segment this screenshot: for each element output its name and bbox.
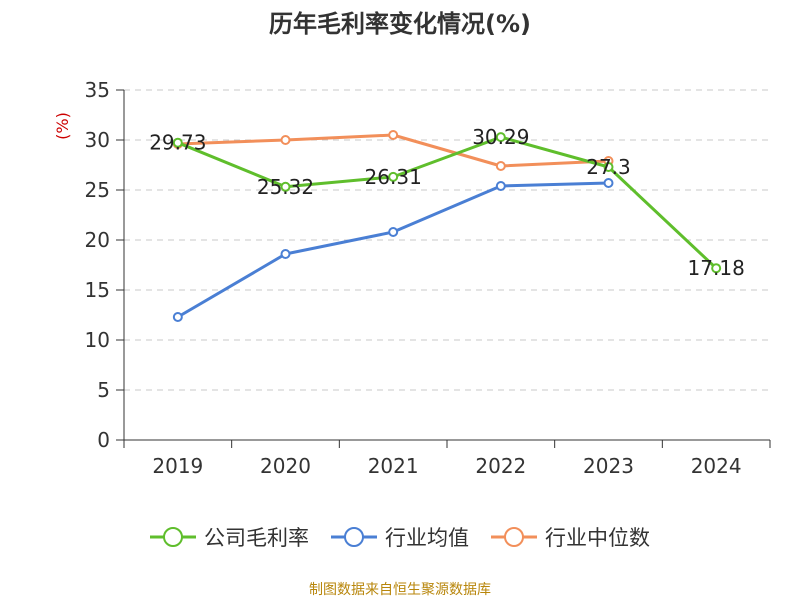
data-point [711, 263, 722, 274]
y-tick-label: 30 [85, 128, 110, 152]
x-tick-label: 2021 [368, 454, 419, 478]
y-tick-label: 35 [85, 78, 110, 102]
data-point [172, 137, 183, 148]
x-tick-label: 2023 [583, 454, 634, 478]
legend-label: 行业中位数 [545, 526, 650, 550]
series-line [177, 181, 609, 319]
data-point [495, 181, 506, 191]
legend-marker-icon [344, 527, 364, 547]
legend-marker-icon [163, 527, 183, 547]
y-tick-label: 15 [85, 278, 110, 302]
legend-marker-icon [504, 527, 524, 547]
source-note: 制图数据来自恒生聚源数据库 [309, 582, 491, 598]
data-label: 29.73 [149, 131, 206, 155]
y-tick-label: 0 [97, 428, 110, 452]
data-point [495, 161, 506, 171]
y-tick-label: 10 [85, 328, 110, 352]
series-line [177, 135, 718, 270]
data-label: 30.29 [472, 125, 529, 149]
data-point [388, 130, 399, 140]
x-tick-label: 2024 [691, 454, 742, 478]
data-point [280, 181, 291, 192]
data-label: 17.18 [688, 256, 745, 280]
data-point [172, 312, 183, 322]
y-tick-labels: 0 5 10 15 20 25 30 35 [85, 78, 110, 452]
data-label: 27.3 [586, 155, 631, 179]
data-labels: 29.73 25.32 26.31 30.29 27.3 17.18 [149, 125, 745, 280]
data-point [603, 178, 614, 188]
x-tick-label: 2022 [475, 454, 526, 478]
x-tick-label: 2019 [152, 454, 203, 478]
data-point [495, 132, 506, 143]
y-tick-label: 20 [85, 228, 110, 252]
x-tick-label: 2020 [260, 454, 311, 478]
data-point [388, 171, 399, 182]
legend: 公司毛利率 行业均值 行业中位数 [150, 526, 650, 550]
data-label: 26.31 [365, 165, 422, 189]
data-label: 25.32 [257, 175, 314, 199]
legend-label: 公司毛利率 [204, 526, 309, 550]
y-tick-label: 25 [85, 178, 110, 202]
legend-label: 行业均值 [385, 526, 469, 550]
y-tick-label: 5 [97, 378, 110, 402]
legend-item: 行业均值 [331, 526, 469, 550]
legend-item: 行业中位数 [491, 526, 650, 550]
data-point [280, 135, 291, 145]
grid-lines [124, 89, 770, 391]
chart-title: 历年毛利率变化情况(%) [269, 10, 531, 38]
data-point [280, 249, 291, 259]
legend-item: 公司毛利率 [150, 526, 309, 550]
y-axis-label: (%) [53, 112, 72, 140]
data-point [603, 162, 614, 172]
series-lines [172, 130, 722, 322]
data-point [388, 227, 399, 237]
axes [116, 89, 771, 448]
x-tick-labels: 2019 2020 2021 2022 2023 2024 [152, 454, 741, 478]
